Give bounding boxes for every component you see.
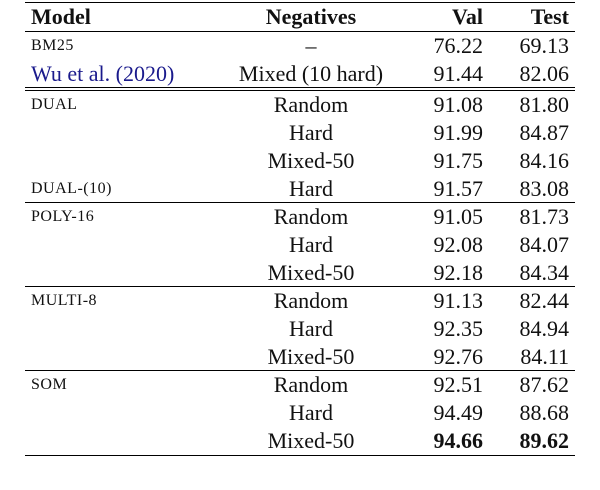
test-cell: 69.13 <box>519 33 570 58</box>
negatives-cell: Mixed (10 hard) <box>209 59 413 92</box>
negatives-cell: Random <box>273 204 349 230</box>
test-cell: 84.87 <box>519 120 570 146</box>
val-cell: 92.08 <box>433 231 484 257</box>
model-cell <box>25 258 209 288</box>
model-cell <box>25 119 209 147</box>
negatives-cell: Mixed-50 <box>209 426 413 456</box>
table-row: MULTI-8 Random 91.13 82.44 <box>25 287 575 315</box>
table-row: BM25 – 76.22 69.13 <box>25 32 575 60</box>
test-cell: 84.16 <box>519 147 570 173</box>
test-cell: 88.68 <box>519 400 570 426</box>
negatives-cell: Random <box>273 372 349 398</box>
model-cell <box>25 315 209 343</box>
test-cell: 87.62 <box>519 372 570 398</box>
model-cell <box>25 342 209 372</box>
column-header: Negatives <box>209 2 413 32</box>
val-cell: 92.76 <box>413 342 489 372</box>
val-cell: 94.66 <box>413 426 489 456</box>
model-cell <box>25 426 209 456</box>
table-row: Mixed-50 91.75 84.16 <box>25 147 575 175</box>
test-cell: 84.11 <box>489 342 575 372</box>
val-cell: 91.13 <box>433 288 484 314</box>
val-cell: 94.49 <box>433 400 484 426</box>
column-header: Model <box>25 2 209 32</box>
negatives-cell: Hard <box>209 174 413 204</box>
test-cell: 84.07 <box>519 231 570 257</box>
model-cell: DUAL <box>31 96 78 114</box>
model-cell: POLY-16 <box>31 208 95 226</box>
column-header: Val <box>413 2 489 32</box>
test-cell: 82.44 <box>519 288 570 314</box>
val-cell: 91.99 <box>433 120 484 146</box>
val-cell: 91.05 <box>433 204 484 230</box>
model-cell: MULTI-8 <box>31 292 98 310</box>
model-cell: SOM <box>31 376 68 394</box>
table-section: BM25–76.22 69.13 Wu et al. (2020) Mixed (10… <box>25 32 575 92</box>
table-section: DUAL Random 91.08 81.80 Hard 91.99 84.87 Mixed-… <box>25 89 575 204</box>
table-section: SOM Random 92.51 87.62 Hard 94.49 88.68 Mixed-5… <box>25 371 575 456</box>
negatives-cell: Mixed-50 <box>209 258 413 288</box>
model-cell: Wu et al. (2020) <box>25 59 209 92</box>
negatives-cell: Mixed-50 <box>267 147 355 173</box>
val-cell: 91.08 <box>433 92 484 118</box>
model-cell <box>25 231 209 259</box>
model-cell <box>25 147 209 175</box>
val-cell: 91.75 <box>433 147 484 173</box>
val-cell: 92.35 <box>433 316 484 342</box>
table-row: SOM Random 92.51 87.62 <box>25 371 575 399</box>
test-cell: 84.34 <box>489 258 575 288</box>
table-row: Hard 92.08 84.07 <box>25 231 575 259</box>
test-cell: 82.06 <box>489 59 575 92</box>
results-table: Model Negatives Val Test BM25–76.22 69.13 Wu … <box>25 2 575 456</box>
table-row: POLY-16 Random 91.05 81.73 <box>25 203 575 231</box>
negatives-cell: Hard <box>289 120 333 146</box>
val-cell: 91.44 <box>413 59 489 92</box>
negatives-cell: Hard <box>289 400 333 426</box>
table-row: DUAL-(10) Hard 91.57 83.08 <box>25 174 575 204</box>
table-section: POLY-16 Random 91.05 81.73 Hard 92.08 84.07 Mix… <box>25 203 575 288</box>
val-cell: 92.18 <box>413 258 489 288</box>
test-cell: 89.62 <box>489 426 575 456</box>
val-cell: 76.22 <box>433 33 484 58</box>
column-header: Test <box>489 2 575 32</box>
test-cell: 81.73 <box>519 204 570 230</box>
negatives-cell: Random <box>273 92 349 118</box>
table-section: MULTI-8 Random 91.13 82.44 Hard 92.35 84.94 Mix… <box>25 287 575 372</box>
table-row: Mixed-50 92.76 84.11 <box>25 342 575 372</box>
table-row: Hard 92.35 84.94 <box>25 315 575 343</box>
negatives-cell: – <box>305 33 317 58</box>
model-cell <box>25 399 209 427</box>
table-row: Mixed-50 94.66 89.62 <box>25 426 575 456</box>
negatives-cell: Random <box>273 288 349 314</box>
negatives-cell: Mixed-50 <box>209 342 413 372</box>
table-header: Model Negatives Val Test <box>25 2 575 32</box>
val-cell: 92.51 <box>433 372 484 398</box>
val-cell: 91.57 <box>413 174 489 204</box>
test-cell: 81.80 <box>519 92 570 118</box>
test-cell: 84.94 <box>519 316 570 342</box>
table-row: DUAL Random 91.08 81.80 <box>25 89 575 119</box>
negatives-cell: Hard <box>289 316 333 342</box>
test-cell: 83.08 <box>489 174 575 204</box>
table-row: Wu et al. (2020) Mixed (10 hard) 91.44 82.0… <box>25 59 575 92</box>
header-row: Model Negatives Val Test <box>25 2 575 32</box>
table-row: Hard 91.99 84.87 <box>25 119 575 147</box>
negatives-cell: Hard <box>289 231 333 257</box>
table-row: Hard 94.49 88.68 <box>25 399 575 427</box>
model-cell: BM25 <box>31 37 74 54</box>
model-cell: DUAL-(10) <box>25 174 209 204</box>
table-row: Mixed-50 92.18 84.34 <box>25 258 575 288</box>
